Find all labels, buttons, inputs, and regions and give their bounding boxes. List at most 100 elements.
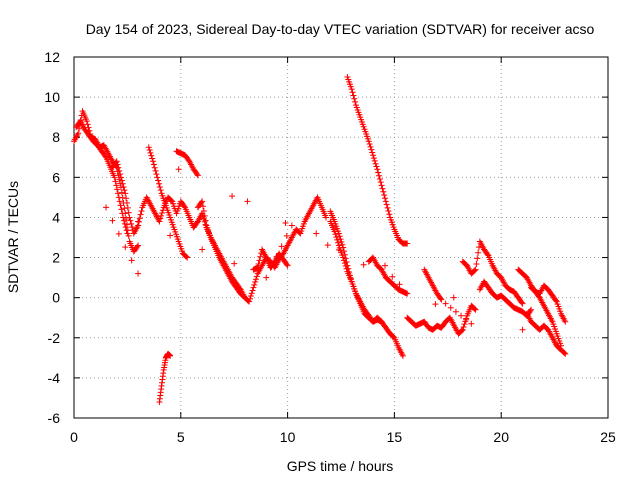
series-track-r <box>528 282 569 325</box>
data-point <box>156 183 163 190</box>
y-tick-label: 6 <box>52 169 60 185</box>
y-tick-label: 4 <box>52 209 60 225</box>
data-point <box>184 254 191 261</box>
data-point <box>145 144 152 151</box>
data-point <box>380 188 387 195</box>
data-point <box>283 232 290 239</box>
data-point <box>150 161 157 168</box>
series-track-a <box>71 108 142 255</box>
data-point <box>366 141 373 148</box>
data-point <box>459 326 466 333</box>
data-point <box>471 267 478 274</box>
data-point <box>111 174 118 181</box>
data-point <box>246 298 253 305</box>
data-point <box>473 260 480 267</box>
data-point <box>257 253 264 260</box>
data-point <box>282 220 289 227</box>
data-point <box>120 217 127 224</box>
data-point <box>552 297 559 304</box>
data-point <box>458 312 465 319</box>
data-point <box>167 232 174 239</box>
data-point <box>181 203 188 210</box>
data-point <box>251 281 258 288</box>
data-point <box>268 264 275 271</box>
data-point <box>254 264 261 271</box>
x-tick-label: 20 <box>493 429 509 445</box>
y-tick-label: 12 <box>44 49 60 65</box>
series-track-p <box>476 278 535 319</box>
data-point <box>463 316 470 323</box>
data-point <box>278 243 285 250</box>
data-point <box>84 121 91 128</box>
data-point <box>250 284 257 291</box>
data-point <box>117 174 124 181</box>
data-point <box>115 194 122 201</box>
data-point <box>194 172 201 179</box>
data-point <box>135 242 142 249</box>
data-point <box>247 295 254 302</box>
data-point <box>137 211 144 218</box>
data-point <box>126 214 133 221</box>
data-point <box>472 266 479 273</box>
data-point <box>118 177 125 184</box>
data-point <box>528 306 535 313</box>
data-point <box>151 164 158 171</box>
data-point <box>450 294 457 301</box>
data-point <box>120 214 127 221</box>
data-point <box>124 230 131 237</box>
data-point <box>263 274 270 281</box>
data-point <box>468 320 475 327</box>
data-point <box>474 255 481 262</box>
series-track-l <box>365 254 411 297</box>
data-point <box>519 326 526 333</box>
data-point <box>252 279 259 286</box>
data-point <box>138 208 145 215</box>
series-track-f <box>156 350 174 405</box>
chart-title: Day 154 of 2023, Sidereal Day-to-day VTE… <box>86 21 595 37</box>
data-point <box>372 160 379 167</box>
data-point <box>349 89 356 96</box>
data-point <box>155 177 162 184</box>
data-point <box>340 257 347 264</box>
data-point <box>519 300 526 307</box>
data-point <box>120 183 127 190</box>
data-point <box>475 249 482 256</box>
data-point <box>123 200 130 207</box>
data-point <box>437 295 444 302</box>
data-point <box>249 287 256 294</box>
data-point <box>121 220 128 227</box>
data-point <box>389 273 396 280</box>
data-point <box>336 233 343 240</box>
data-point <box>114 186 121 193</box>
data-point <box>158 212 165 219</box>
data-point <box>128 220 135 227</box>
data-point <box>335 230 342 237</box>
data-point <box>385 208 392 215</box>
data-point <box>115 230 122 237</box>
series-track-j <box>327 218 385 325</box>
data-point <box>124 204 131 211</box>
data-point <box>201 218 208 225</box>
data-point <box>112 178 119 185</box>
data-point <box>118 206 125 213</box>
data-point <box>367 143 374 150</box>
data-point <box>157 187 164 194</box>
data-point <box>123 195 130 202</box>
data-point <box>382 198 389 205</box>
data-point <box>284 262 291 269</box>
data-point <box>335 239 342 246</box>
data-point <box>382 195 389 202</box>
data-point <box>396 281 403 288</box>
data-point <box>370 155 377 162</box>
data-point <box>460 323 467 330</box>
data-point <box>375 169 382 176</box>
data-point <box>135 218 142 225</box>
data-point <box>113 158 120 165</box>
data-point <box>561 350 568 357</box>
data-point <box>109 217 116 224</box>
data-point <box>247 293 254 300</box>
data-point <box>381 191 388 198</box>
data-point <box>324 242 331 249</box>
data-point <box>248 290 255 297</box>
data-point <box>383 201 390 208</box>
